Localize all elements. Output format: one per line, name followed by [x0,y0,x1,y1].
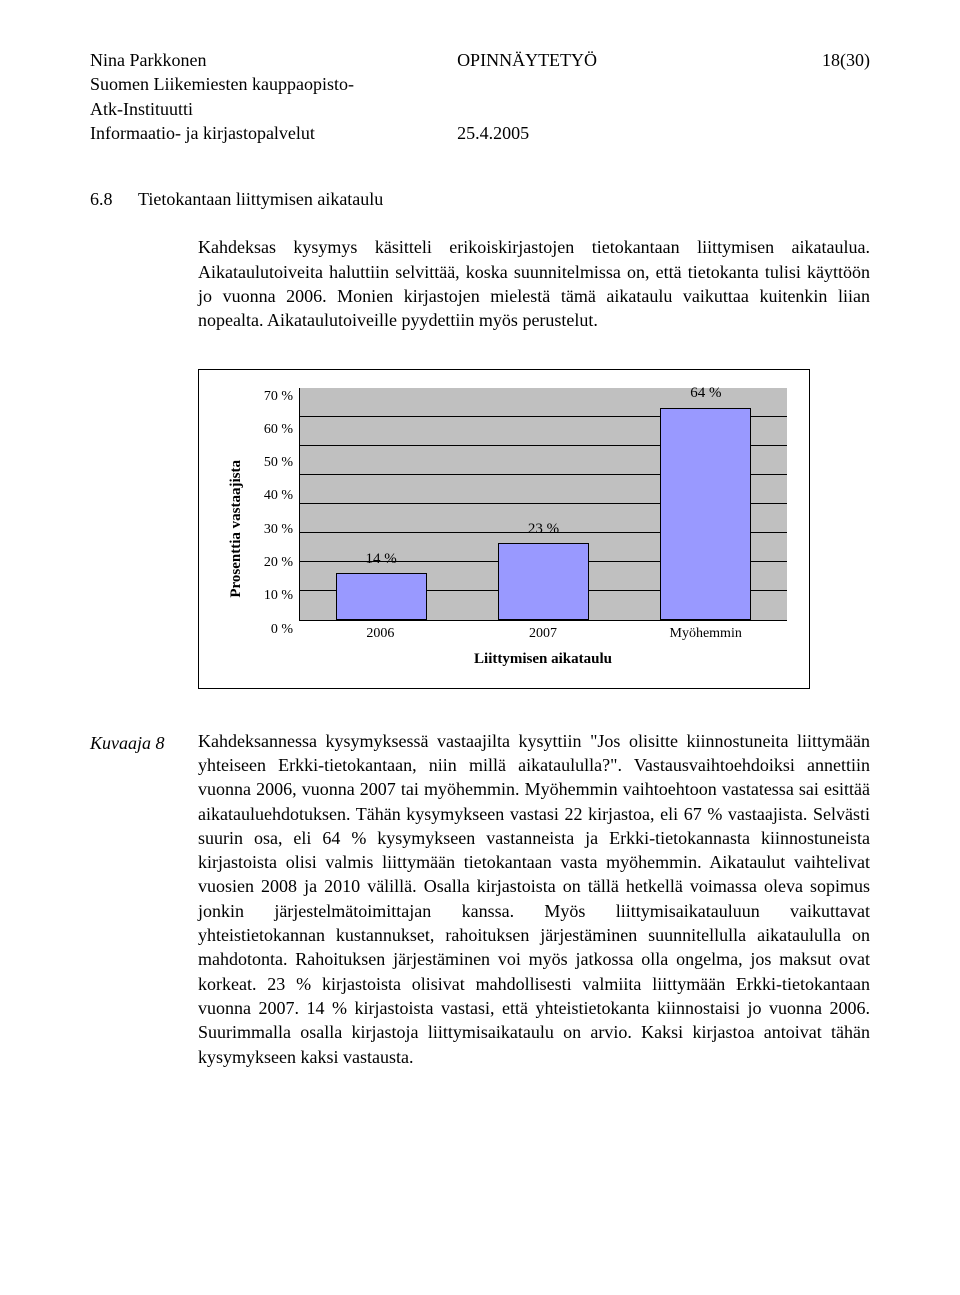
org-line-1: Suomen Liikemiesten kauppaopisto- [90,72,457,96]
x-axis-title: Liittymisen aikataulu [299,649,787,669]
page-header-row2: Suomen Liikemiesten kauppaopisto- [90,72,870,96]
section-heading: 6.8 Tietokantaan liittymisen aikataulu [90,187,870,211]
section-title: Tietokantaan liittymisen aikataulu [138,187,383,211]
page-header-row4: Informaatio- ja kirjastopalvelut 25.4.20… [90,121,870,145]
x-tick-label: 2006 [299,621,462,644]
x-tick-label: Myöhemmin [624,621,787,644]
org-line-3: Informaatio- ja kirjastopalvelut [90,121,457,145]
bar-chart: Prosenttia vastaajista 0 %10 %20 %30 %40… [198,369,810,689]
y-ticks: 0 %10 %20 %30 %40 %50 %60 %70 % [251,388,299,621]
x-tick-label: 2007 [462,621,625,644]
plot-area: 14 %23 %64 % [299,388,787,621]
section-body: Kahdeksas kysymys käsitteli erikoiskirja… [198,235,870,332]
date: 25.4.2005 [457,121,763,145]
bar-value-label: 14 % [366,549,397,569]
figure-label: Kuvaaja 8 [90,729,198,1069]
bar [660,408,751,620]
page-number: 18(30) [763,48,870,72]
bar-value-label: 23 % [528,519,559,539]
x-ticks: 20062007Myöhemmin [299,621,787,644]
author: Nina Parkkonen [90,48,457,72]
org-line-2: Atk-Instituutti [90,97,457,121]
y-axis-title: Prosenttia vastaajista [226,460,246,598]
page-header-row3: Atk-Instituutti [90,97,870,121]
bar-value-label: 64 % [690,383,721,403]
bar [336,573,427,619]
section-number: 6.8 [90,187,138,211]
page-header: Nina Parkkonen OPINNÄYTETYÖ 18(30) [90,48,870,72]
bar [498,543,589,619]
doc-type: OPINNÄYTETYÖ [457,48,763,72]
figure-caption: Kahdeksannessa kysymyksessä vastaajilta … [198,729,870,1069]
